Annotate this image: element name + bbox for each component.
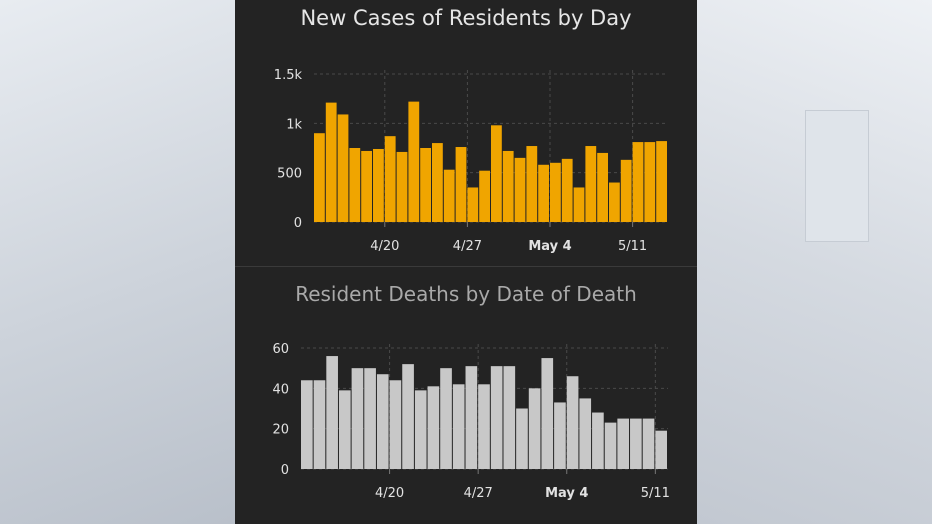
- deaths-bar: [440, 368, 452, 469]
- background-panel-left: [0, 0, 235, 524]
- deaths-chart-title: Resident Deaths by Date of Death: [295, 282, 637, 306]
- cases-bar: [632, 142, 644, 222]
- deaths-bar: [301, 380, 313, 469]
- cases-bar: [479, 170, 490, 222]
- cases-bar: [491, 125, 502, 222]
- cases-x-tick-label: 4/27: [453, 239, 482, 254]
- cases-bar: [502, 150, 514, 222]
- cases-chart-title: New Cases of Residents by Day: [300, 6, 632, 30]
- deaths-bar: [490, 366, 503, 469]
- deaths-bar: [389, 380, 402, 469]
- cases-x-tick-label: May 4: [528, 239, 571, 254]
- deaths-bar: [465, 366, 478, 469]
- cases-bar: [585, 146, 597, 222]
- deaths-x-tick-label: 4/20: [375, 486, 404, 501]
- cases-bar: [573, 187, 585, 222]
- deaths-bar: [617, 418, 630, 469]
- cases-bar: [443, 169, 455, 222]
- deaths-bar: [313, 380, 326, 469]
- chart-divider: [235, 266, 697, 267]
- cases-bar: [538, 164, 549, 222]
- cases-bar: [526, 146, 538, 222]
- cases-y-tick-label: 500: [277, 167, 302, 182]
- deaths-bar: [516, 408, 528, 469]
- cases-bar: [396, 151, 408, 222]
- deaths-bar: [402, 364, 414, 469]
- deaths-bar: [566, 376, 579, 469]
- cases-bar: [597, 152, 608, 222]
- cases-bar: [384, 136, 396, 222]
- cases-y-tick-label: 1.5k: [274, 68, 303, 83]
- cases-bar: [337, 114, 349, 222]
- deaths-bar: [338, 390, 351, 469]
- deaths-y-tick-label: 60: [272, 342, 289, 357]
- deaths-x-tick-label: 5/11: [641, 486, 670, 501]
- deaths-bar-chart: 0 20 40 60 4/20 4/27 May 4 5/11: [272, 342, 670, 501]
- deaths-x-tick-label: May 4: [545, 486, 588, 501]
- cases-bar-chart: 0 500 1k 1.5k 4/20 4/27 May 4 5/11: [274, 68, 668, 254]
- cases-bar: [349, 148, 361, 222]
- cases-y-tick-label: 1k: [286, 117, 302, 132]
- cases-bar: [467, 187, 479, 222]
- deaths-bar: [604, 422, 617, 469]
- cases-bar: [656, 141, 667, 222]
- cases-bar: [550, 162, 561, 222]
- deaths-y-tick-label: 40: [272, 382, 289, 397]
- deaths-bar: [554, 402, 566, 469]
- cases-bar: [408, 101, 420, 222]
- cases-bar: [325, 102, 337, 222]
- cases-bar: [455, 147, 467, 222]
- cases-bar: [432, 143, 443, 222]
- cases-bar: [361, 150, 372, 222]
- background-block: [805, 110, 869, 242]
- cases-bar: [314, 133, 325, 222]
- deaths-bar: [376, 374, 389, 469]
- cases-bar: [644, 142, 656, 222]
- deaths-x-tick-label: 4/27: [464, 486, 493, 501]
- cases-y-tick-label: 0: [294, 216, 302, 231]
- cases-bar: [420, 148, 431, 222]
- deaths-bar: [364, 368, 376, 469]
- cases-bar: [373, 148, 384, 222]
- deaths-bar: [414, 390, 427, 469]
- deaths-y-tick-label: 0: [281, 463, 289, 478]
- cases-bar: [620, 159, 632, 222]
- cases-bar: [609, 182, 620, 222]
- deaths-bar: [326, 356, 338, 469]
- deaths-bar: [478, 384, 490, 469]
- deaths-bar: [592, 412, 604, 469]
- deaths-bar: [642, 418, 655, 469]
- deaths-bar: [528, 388, 541, 469]
- deaths-y-tick-label: 20: [272, 423, 289, 438]
- deaths-bar: [579, 398, 592, 469]
- deaths-bar: [427, 386, 440, 469]
- cases-bar: [514, 157, 526, 222]
- cases-x-tick-label: 4/20: [370, 239, 399, 254]
- deaths-bar: [541, 358, 554, 469]
- deaths-bar: [630, 418, 642, 469]
- cases-x-tick-label: 5/11: [618, 239, 647, 254]
- chart-panel: New Cases of Residents by Day 0 500 1k 1.5k…: [235, 0, 697, 524]
- deaths-bar: [503, 366, 516, 469]
- deaths-bar: [655, 430, 667, 469]
- background-panel-right: [697, 0, 932, 524]
- deaths-bar: [452, 384, 465, 469]
- deaths-bar: [351, 368, 364, 469]
- cases-bar: [561, 158, 573, 222]
